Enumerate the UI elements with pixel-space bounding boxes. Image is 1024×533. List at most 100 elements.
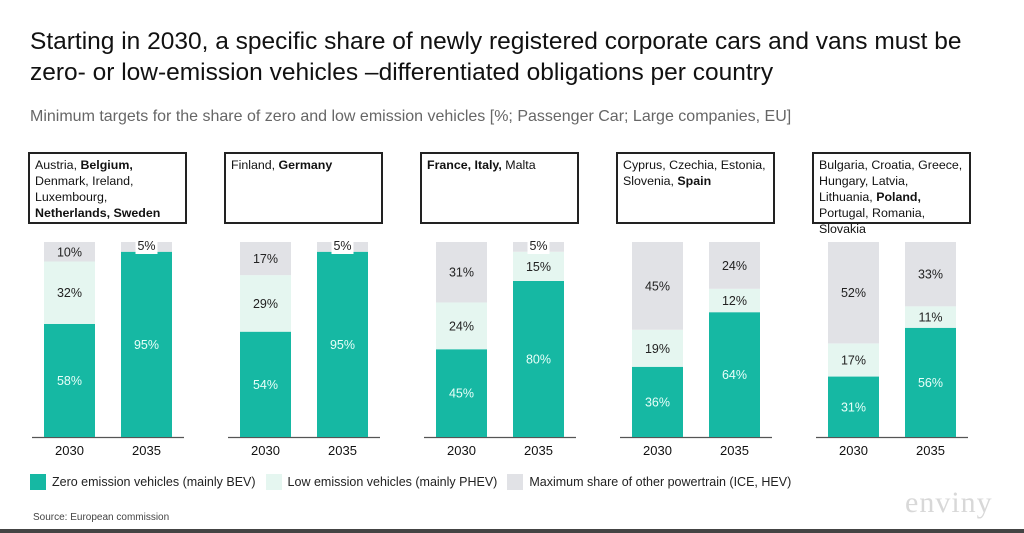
data-label-zero: 56% bbox=[918, 376, 943, 390]
label-bg bbox=[331, 241, 354, 254]
data-label-zero: 45% bbox=[449, 387, 474, 401]
country-names: Bulgaria, Croatia, Greece, Hungary, Latv… bbox=[819, 158, 963, 204]
bar-segment-other bbox=[240, 242, 291, 276]
bottom-rule bbox=[0, 529, 1024, 533]
bar-segment-other bbox=[632, 242, 683, 330]
bar-segment-low bbox=[513, 251, 564, 281]
bar-segment-other bbox=[905, 242, 956, 307]
bar-segment-zero bbox=[240, 331, 291, 437]
data-label-other: 45% bbox=[645, 279, 670, 293]
bar-segment-other bbox=[44, 242, 95, 262]
country-names: Poland, bbox=[876, 190, 921, 204]
country-names: Denmark, Ireland, Luxembourg, bbox=[35, 174, 134, 204]
country-names: France, Italy, bbox=[427, 158, 502, 172]
chart-subtitle: Minimum targets for the share of zero an… bbox=[30, 108, 792, 125]
data-label-low: 15% bbox=[526, 260, 551, 274]
data-label-zero: 54% bbox=[253, 378, 278, 392]
bar-segment-low bbox=[436, 302, 487, 350]
legend-item-low: Low emission vehicles (mainly PHEV) bbox=[265, 474, 498, 490]
x-tick-label: 2030 bbox=[55, 443, 84, 458]
x-tick-label: 2035 bbox=[916, 443, 945, 458]
bar-segment-zero bbox=[632, 366, 683, 437]
bar-segment-low bbox=[240, 275, 291, 332]
country-names: Belgium, bbox=[80, 158, 133, 172]
legend-item-zero: Zero emission vehicles (mainly BEV) bbox=[30, 474, 256, 490]
country-names: Cyprus, Czechia, Estonia, Slovenia, bbox=[623, 158, 766, 188]
data-label-other: 24% bbox=[722, 259, 747, 273]
bar-segment-other bbox=[436, 242, 487, 303]
legend: Zero emission vehicles (mainly BEV) Low … bbox=[30, 474, 791, 490]
bar-segment-zero bbox=[436, 349, 487, 437]
data-label-low: 12% bbox=[722, 294, 747, 308]
bar-segment-zero bbox=[317, 251, 368, 437]
x-tick-label: 2035 bbox=[328, 443, 357, 458]
country-names: Finland, bbox=[231, 158, 279, 172]
data-label-zero: 58% bbox=[57, 374, 82, 388]
country-list-box: Austria, Belgium, Denmark, Ireland, Luxe… bbox=[28, 152, 187, 224]
label-bg bbox=[135, 241, 158, 254]
x-tick-label: 2035 bbox=[132, 443, 161, 458]
bar-segment-low bbox=[44, 261, 95, 324]
legend-label: Zero emission vehicles (mainly BEV) bbox=[52, 475, 256, 489]
data-label-other: 5% bbox=[333, 239, 351, 253]
data-label-zero: 31% bbox=[841, 400, 866, 414]
country-names: Spain bbox=[677, 174, 712, 188]
country-names: Germany bbox=[278, 158, 333, 172]
data-label-low: 17% bbox=[841, 353, 866, 367]
x-tick-label: 2030 bbox=[447, 443, 476, 458]
data-label-low: 29% bbox=[253, 297, 278, 311]
country-names: Portugal, Romania, Slovakia bbox=[819, 206, 926, 236]
data-label-other: 17% bbox=[253, 252, 278, 266]
data-label-zero: 95% bbox=[330, 338, 355, 352]
source-note: Source: European commission bbox=[33, 512, 170, 523]
data-label-low: 24% bbox=[449, 319, 474, 333]
legend-label: Maximum share of other powertrain (ICE, … bbox=[529, 475, 792, 489]
bar-segment-zero bbox=[709, 312, 760, 437]
label-bg bbox=[527, 241, 550, 254]
bar-segment-zero bbox=[44, 323, 95, 437]
legend-swatch-zero bbox=[30, 474, 46, 490]
data-label-zero: 95% bbox=[134, 338, 159, 352]
x-tick-label: 2030 bbox=[839, 443, 868, 458]
data-label-other: 5% bbox=[137, 239, 155, 253]
data-label-other: 52% bbox=[841, 286, 866, 300]
bar-segment-other bbox=[828, 242, 879, 344]
data-label-zero: 64% bbox=[722, 368, 747, 382]
legend-label: Low emission vehicles (mainly PHEV) bbox=[287, 475, 498, 489]
data-label-other: 10% bbox=[57, 245, 82, 259]
country-names: Netherlands, Sweden bbox=[35, 206, 161, 220]
x-tick-label: 2030 bbox=[251, 443, 280, 458]
bar-segment-zero bbox=[513, 281, 564, 437]
legend-item-other: Maximum share of other powertrain (ICE, … bbox=[507, 474, 791, 490]
data-label-other: 31% bbox=[449, 266, 474, 280]
x-tick-label: 2035 bbox=[524, 443, 553, 458]
legend-swatch-other bbox=[507, 474, 524, 490]
data-label-low: 19% bbox=[645, 342, 670, 356]
legend-swatch-low bbox=[265, 474, 282, 490]
country-names: Malta bbox=[501, 158, 536, 172]
enviny-logo: enviny bbox=[905, 486, 993, 519]
x-tick-label: 2030 bbox=[643, 443, 672, 458]
bar-segment-low bbox=[828, 343, 879, 377]
country-names: Austria, bbox=[35, 158, 81, 172]
bar-segment-low bbox=[632, 329, 683, 367]
country-list-box: France, Italy, Malta bbox=[420, 152, 579, 224]
data-label-low: 11% bbox=[918, 311, 942, 325]
country-list-box: Bulgaria, Croatia, Greece, Hungary, Latv… bbox=[812, 152, 971, 236]
x-tick-label: 2035 bbox=[720, 443, 749, 458]
bar-segment-zero bbox=[828, 376, 879, 437]
data-label-zero: 36% bbox=[645, 395, 670, 409]
bar-segment-low bbox=[709, 288, 760, 313]
bar-segment-zero bbox=[905, 327, 956, 437]
data-label-zero: 80% bbox=[526, 353, 551, 367]
data-label-low: 32% bbox=[57, 286, 82, 300]
country-list-box: Finland, Germany bbox=[224, 152, 383, 224]
bar-segment-zero bbox=[121, 251, 172, 437]
bar-segment-low bbox=[905, 306, 956, 328]
data-label-other: 33% bbox=[918, 268, 943, 282]
data-label-other: 5% bbox=[529, 239, 547, 253]
bar-segment-other bbox=[709, 242, 760, 289]
country-list-box: Cyprus, Czechia, Estonia, Slovenia, Spai… bbox=[616, 152, 775, 224]
